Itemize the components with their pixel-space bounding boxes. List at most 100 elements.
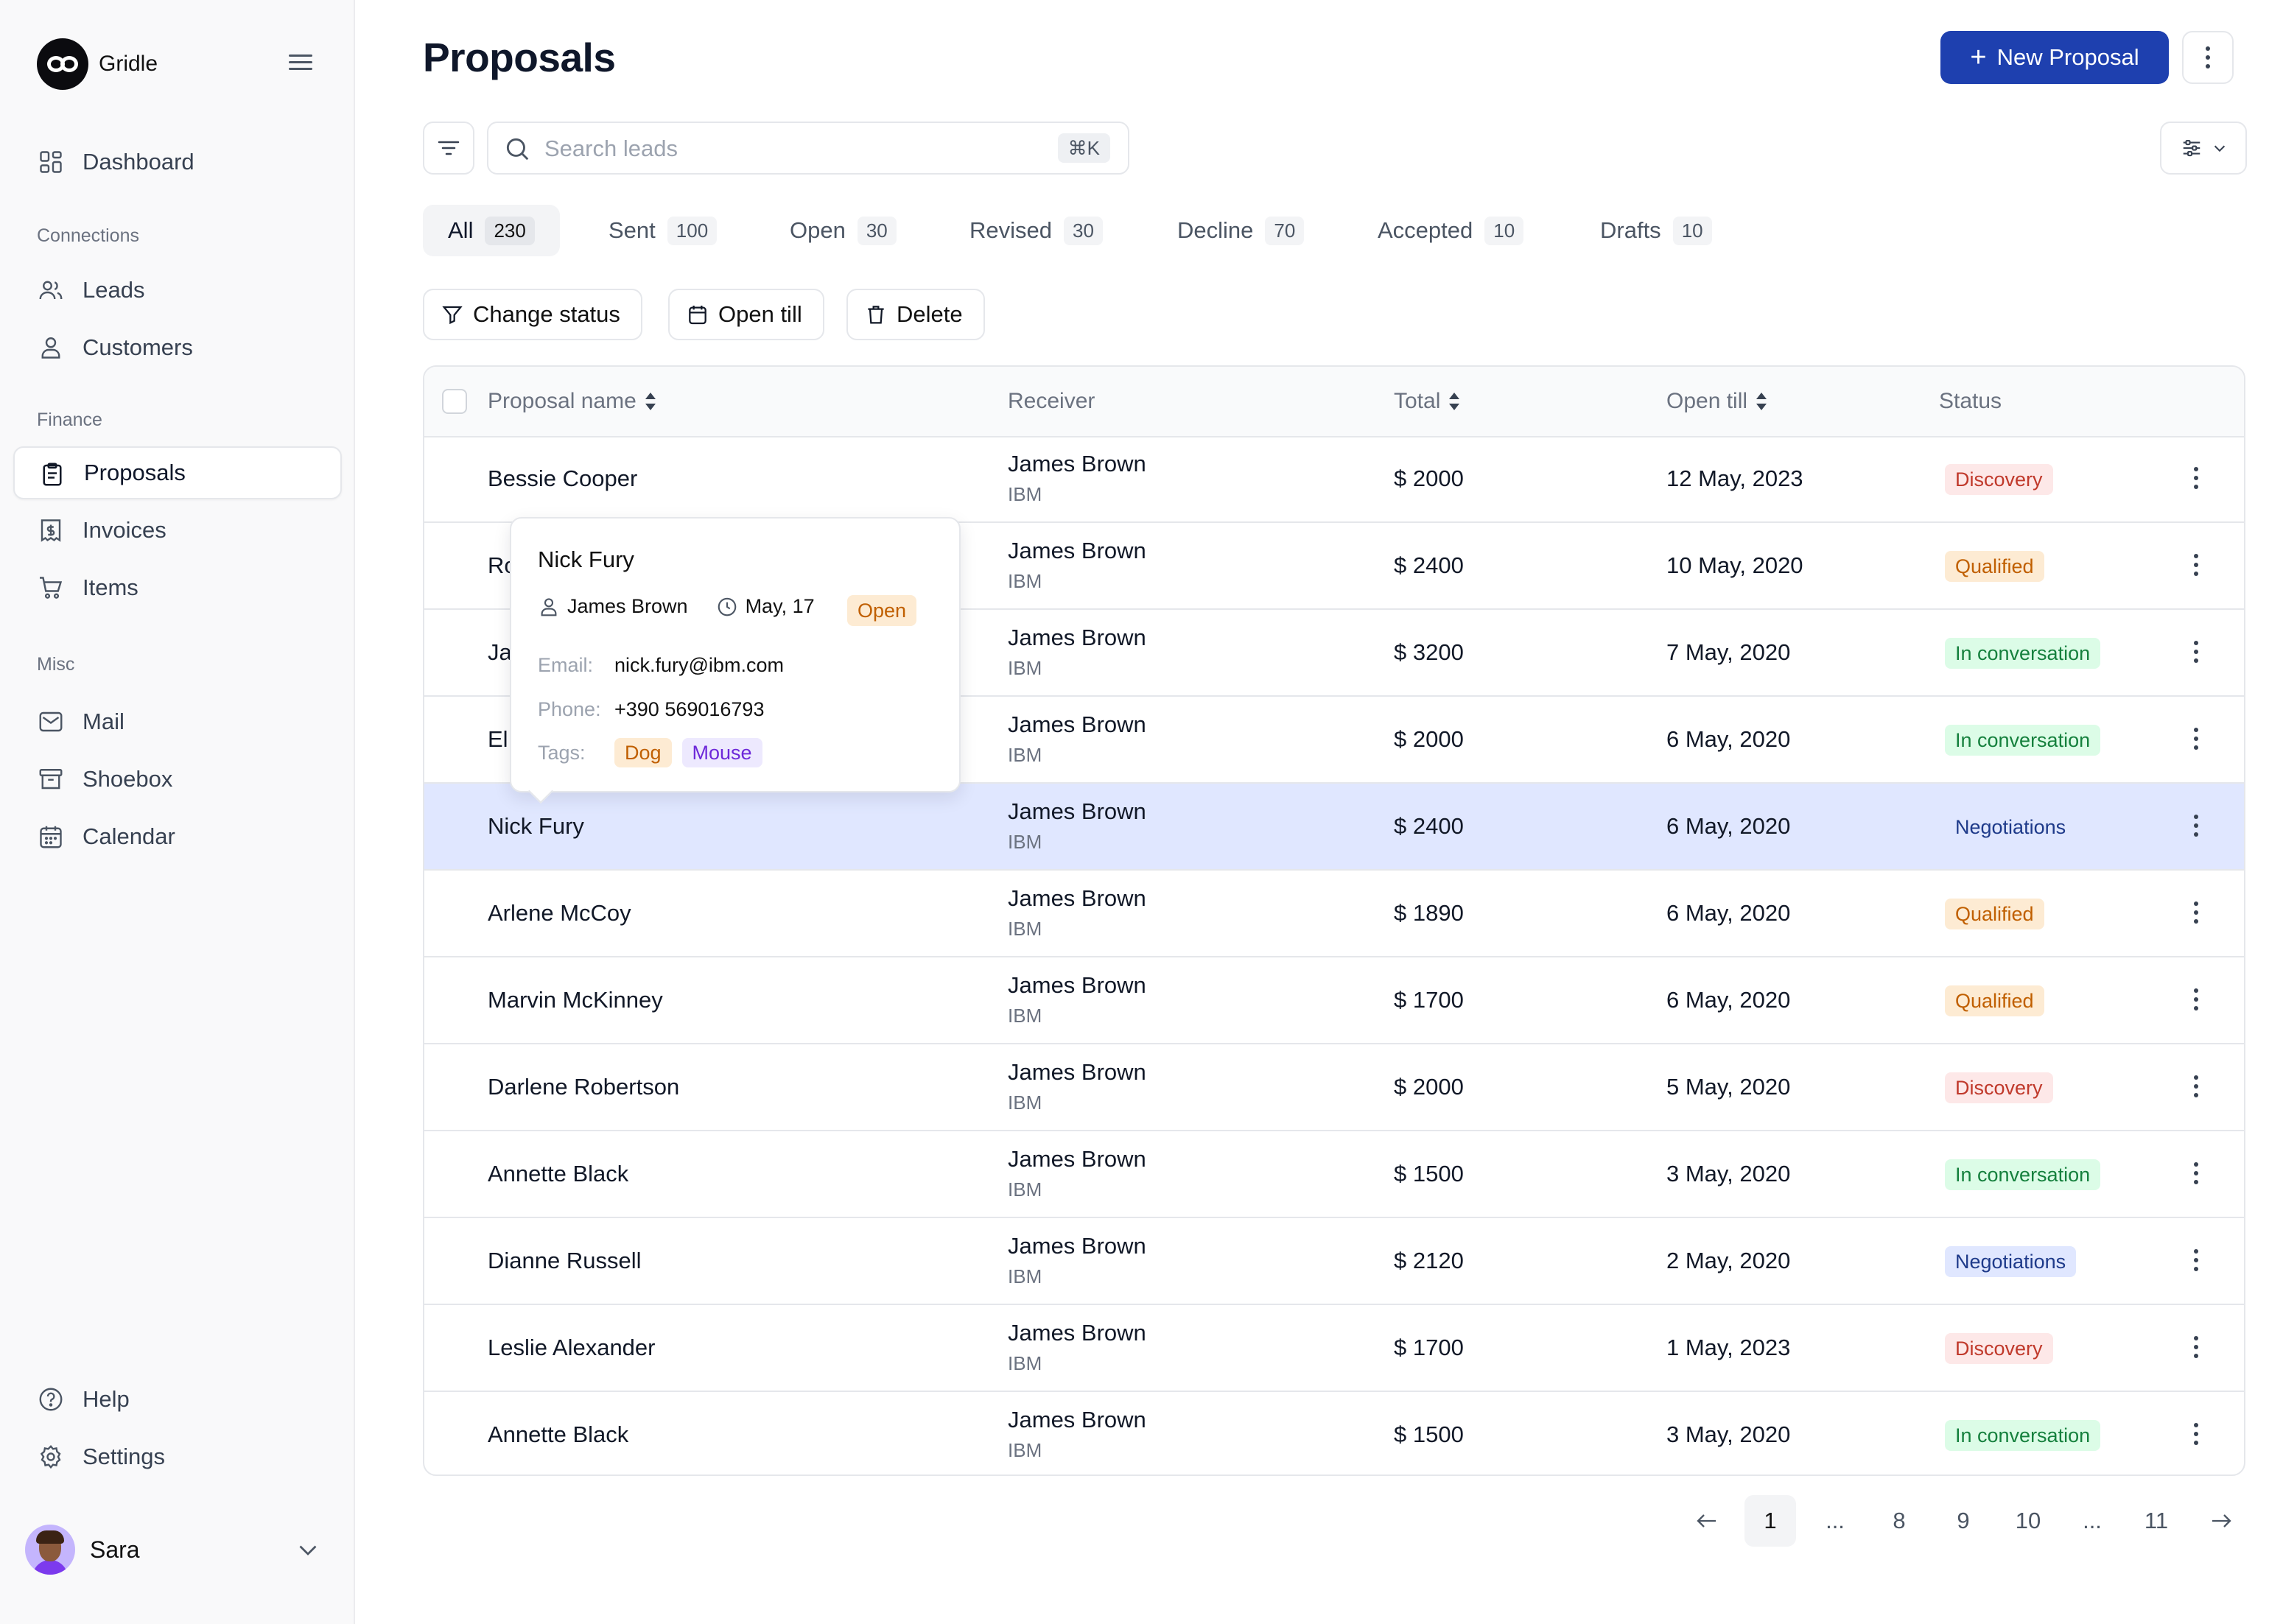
users-icon [39,281,63,300]
sidebar-item-calendar[interactable]: Calendar [13,810,342,863]
view-settings-button[interactable] [2160,122,2247,175]
receiver-name: James Brown [1008,625,1146,650]
sidebar-item-proposals[interactable]: Proposals [13,446,342,499]
tab-all[interactable]: All 230 [423,205,560,256]
proposal-name[interactable]: Ja [488,639,512,665]
total: $ 2400 [1394,813,1464,839]
table-row[interactable]: Ro James Brown IBM $ 2400 10 May, 2020 Qu… [424,523,2244,610]
row-menu-icon[interactable] [2192,1075,2200,1100]
column-open-till[interactable]: Open till [1666,389,1767,414]
table-row-selected[interactable]: Nick Fury James Brown IBM $ 2400 6 May, 2… [424,784,2244,871]
page-button[interactable]: 10 [2015,1508,2041,1533]
table-row[interactable]: Ja James Brown IBM $ 3200 7 May, 2020 In … [424,610,2244,697]
proposal-name[interactable]: Annette Black [488,1161,629,1187]
more-options-button[interactable] [2182,31,2234,84]
row-menu-icon[interactable] [2192,728,2200,753]
table-row[interactable]: El James Brown IBM $ 2000 6 May, 2020 In … [424,697,2244,784]
next-page-button[interactable] [2195,1495,2247,1547]
sidebar-item-customers[interactable]: Customers [13,321,342,374]
sidebar-item-leads[interactable]: Leads [13,264,342,317]
row-menu-icon[interactable] [2192,901,2200,927]
tab-accepted[interactable]: Accepted 10 [1353,205,1549,256]
row-menu-icon[interactable] [2192,1336,2200,1361]
sidebar-item-settings[interactable]: Settings [13,1430,342,1483]
search-icon [506,138,529,161]
column-proposal-name[interactable]: Proposal name [488,389,656,414]
select-all-checkbox[interactable] [442,389,467,414]
page-button[interactable]: 8 [1893,1508,1906,1533]
phone-value[interactable]: +390 569016793 [614,698,765,720]
tab-revised[interactable]: Revised 30 [944,205,1128,256]
sort-icon [1756,391,1767,412]
sidebar-item-help[interactable]: Help [13,1373,342,1426]
chevron-down-icon[interactable] [295,1536,321,1563]
section-label-finance: Finance [37,409,102,430]
proposal-name[interactable]: Nick Fury [488,813,584,839]
total: $ 2000 [1394,1074,1464,1100]
tab-open[interactable]: Open 30 [765,205,922,256]
page-button[interactable]: 9 [1957,1508,1970,1533]
row-menu-icon[interactable] [2192,641,2200,666]
page-button[interactable]: 1 [1744,1495,1796,1547]
row-menu-icon[interactable] [2192,815,2200,840]
sidebar-item-invoices[interactable]: Invoices [13,504,342,557]
sidebar-item-items[interactable]: Items [13,561,342,614]
hover-card-title: Nick Fury [538,546,634,572]
proposal-name[interactable]: Annette Black [488,1421,629,1447]
row-menu-icon[interactable] [2192,1423,2200,1448]
sidebar-item-dashboard[interactable]: Dashboard [13,136,342,189]
receiver: James Brown IBM [1008,1146,1146,1201]
receiver-company: IBM [1008,483,1042,505]
row-menu-icon[interactable] [2192,1249,2200,1274]
row-menu-icon[interactable] [2192,1162,2200,1187]
proposal-name[interactable]: Dianne Russell [488,1248,642,1273]
proposal-name[interactable]: Arlene McCoy [488,900,631,926]
change-status-button[interactable]: Change status [423,289,642,340]
prev-page-button[interactable] [1681,1495,1733,1547]
table-row[interactable]: Annette Black James Brown IBM $ 1500 3 Ma… [424,1392,2244,1474]
table-row[interactable]: Darlene Robertson James Brown IBM $ 2000 … [424,1044,2244,1131]
tab-label: Decline [1177,217,1254,243]
row-menu-icon[interactable] [2192,467,2200,492]
cart-icon [40,577,63,599]
app-logo[interactable]: Gridle [37,38,158,90]
search-box[interactable]: ⌘K [487,122,1129,175]
filter-button[interactable] [423,122,474,175]
page-button[interactable]: 11 [2144,1508,2169,1533]
sidebar-item-shoebox[interactable]: Shoebox [13,753,342,806]
user-menu[interactable]: Sara [25,1525,327,1576]
proposal-name[interactable]: Bessie Cooper [488,465,638,491]
table-row[interactable]: Marvin McKinney James Brown IBM $ 1700 6 … [424,957,2244,1044]
proposal-name[interactable]: Leslie Alexander [488,1335,656,1360]
table-row[interactable]: Dianne Russell James Brown IBM $ 2120 2 M… [424,1218,2244,1305]
proposal-name[interactable]: Marvin McKinney [488,987,663,1013]
column-total[interactable]: Total [1394,389,1460,414]
open-till-button[interactable]: Open till [668,289,824,340]
receiver-name: James Brown [1008,451,1146,477]
tab-sent[interactable]: Sent 100 [583,205,742,256]
row-menu-icon[interactable] [2192,988,2200,1013]
email-value[interactable]: nick.fury@ibm.com [614,654,784,676]
delete-button[interactable]: Delete [846,289,985,340]
table-row[interactable]: Bessie Cooper James Brown IBM $ 2000 12 M… [424,436,2244,523]
receiver-name: James Brown [1008,538,1146,563]
receiver-company: IBM [1008,918,1042,940]
new-proposal-button[interactable]: + New Proposal [1940,31,2169,84]
clipboard-icon [43,463,62,486]
menu-toggle-icon[interactable] [289,55,312,71]
search-input[interactable] [543,132,1003,166]
column-label: Receiver [1008,389,1095,413]
arrow-right-icon [2212,1514,2231,1528]
tab-decline[interactable]: Decline 70 [1152,205,1329,256]
tab-drafts[interactable]: Drafts 10 [1575,205,1737,256]
proposal-name[interactable]: El [488,726,508,752]
row-menu-icon[interactable] [2192,554,2200,579]
table-row[interactable]: Annette Black James Brown IBM $ 1500 3 Ma… [424,1131,2244,1218]
proposal-name[interactable]: Darlene Robertson [488,1074,680,1100]
table-row[interactable]: Arlene McCoy James Brown IBM $ 1890 6 May… [424,871,2244,957]
status-badge: Qualified [1945,899,2044,929]
sidebar-item-mail[interactable]: Mail [13,695,342,748]
status-badge: In conversation [1945,638,2101,669]
table-row[interactable]: Leslie Alexander James Brown IBM $ 1700 1… [424,1305,2244,1392]
total: $ 1890 [1394,900,1464,926]
